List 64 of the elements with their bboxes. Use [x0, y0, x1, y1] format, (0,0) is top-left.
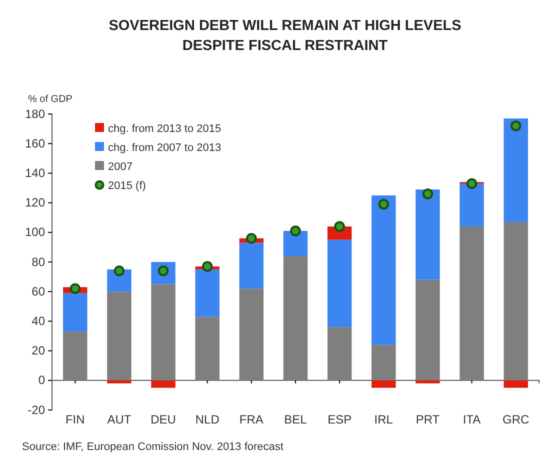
- y-tick-label: 80: [32, 254, 46, 269]
- bar: [416, 189, 440, 280]
- bar: [504, 118, 528, 222]
- bar: [107, 292, 132, 380]
- y-tick-label: 120: [24, 196, 46, 210]
- point: [422, 188, 434, 200]
- point: [334, 221, 345, 232]
- y-tick-label: 0: [38, 373, 46, 388]
- y-tick-label: 160: [24, 136, 46, 150]
- point: [114, 266, 125, 276]
- bar: [283, 230, 308, 256]
- x-tick-label: IRL: [374, 412, 394, 427]
- x-tick-label: AUT: [107, 412, 132, 427]
- bar: [327, 240, 352, 328]
- x-tick-label: PRT: [416, 412, 440, 427]
- bar: [195, 316, 220, 380]
- chart-title: SOVEREIGN DEBT WILL REMAIN AT HIGH LEVELS DESPITE FISCAL RESTRAINT: [108, 18, 462, 54]
- bar: [239, 242, 264, 289]
- bar: [63, 293, 88, 332]
- point: [202, 261, 213, 272]
- bar: [151, 380, 176, 388]
- legend-label: chg. from 2013 to 2015: [108, 123, 222, 135]
- point: [70, 283, 81, 294]
- y-tick-label: 60: [32, 284, 46, 298]
- legend-label: chg. from 2007 to 2013: [108, 142, 222, 154]
- bar: [327, 327, 352, 380]
- point: [290, 226, 301, 236]
- point: [378, 198, 390, 210]
- bar: [372, 344, 396, 380]
- point: [246, 232, 257, 244]
- y-tick-label: 100: [24, 225, 46, 240]
- bar: [460, 226, 484, 380]
- x-tick-label: GRC: [502, 412, 530, 427]
- x-tick-label: ESP: [328, 412, 352, 427]
- x-tick-label: BEL: [284, 412, 308, 427]
- y-tick-label: -20: [28, 402, 46, 417]
- y-tick-label: 140: [24, 166, 46, 180]
- x-tick-label: FRA: [239, 412, 264, 427]
- legend-label: 2007: [108, 161, 132, 173]
- bar: [239, 288, 264, 380]
- bar: [195, 269, 220, 317]
- bar: [63, 332, 88, 380]
- bar: [372, 380, 396, 388]
- point: [510, 120, 522, 132]
- bar: [107, 380, 132, 384]
- y-axis-title: % of GDP: [28, 94, 73, 105]
- bar: [416, 280, 440, 380]
- y-tick-label: 180: [24, 106, 46, 121]
- bar: [283, 256, 308, 380]
- x-tick-label: FIN: [65, 412, 85, 427]
- x-tick-label: ITA: [462, 412, 481, 427]
- y-tick-label: 40: [32, 314, 46, 328]
- bar: [372, 195, 396, 345]
- x-tick-label: DEU: [150, 412, 176, 427]
- bar: [460, 184, 484, 226]
- point: [466, 178, 478, 189]
- x-tick-label: NLD: [195, 412, 220, 427]
- bar: [504, 380, 528, 388]
- legend-label: 2015 (f): [108, 180, 146, 192]
- source-note: Source: IMF, European Comission Nov. 2013 forecast: [22, 441, 284, 453]
- bar: [504, 222, 528, 380]
- bar: [151, 284, 176, 380]
- bar: [416, 380, 440, 384]
- y-tick-label: 20: [32, 344, 46, 358]
